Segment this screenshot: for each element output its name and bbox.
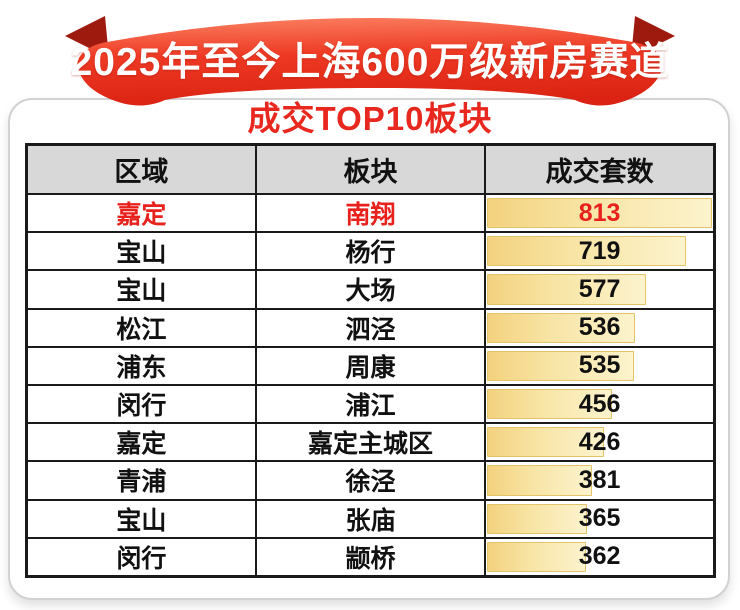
count-value: 381 <box>578 465 621 494</box>
count-value: 719 <box>578 236 621 265</box>
count-cell: 719 <box>484 231 716 272</box>
count-cell: 536 <box>484 307 716 348</box>
count-data-bar <box>487 541 587 572</box>
table-row: 闵行 浦江 456 <box>25 383 716 425</box>
count-cell: 813 <box>484 192 716 234</box>
table-row: 宝山 杨行 719 <box>25 231 716 272</box>
count-data-bar <box>487 465 592 496</box>
count-value: 456 <box>578 389 621 418</box>
region-cell: 松江 <box>25 307 257 348</box>
column-header-plate: 板块 <box>254 143 487 195</box>
region-cell: 闵行 <box>25 536 257 578</box>
region-cell: 青浦 <box>25 460 257 501</box>
table-row: 宝山 大场 577 <box>25 269 716 310</box>
plate-cell: 周康 <box>254 345 487 386</box>
table-row: 嘉定 嘉定主城区 426 <box>25 422 716 463</box>
count-cell: 577 <box>484 269 716 310</box>
count-value: 426 <box>578 427 621 456</box>
data-table: 区域 板块 成交套数 嘉定 南翔 813 宝山 杨行 719 宝山 大场 577 松江 泗泾 536 浦… <box>25 143 716 578</box>
region-cell: 嘉定 <box>25 422 257 463</box>
ribbon-banner: 2025年至今上海600万级新房赛道 <box>55 12 685 116</box>
plate-cell: 大场 <box>254 269 487 310</box>
plate-cell: 浦江 <box>254 383 487 425</box>
count-value: 365 <box>578 504 621 533</box>
table-row: 嘉定 南翔 813 <box>25 192 716 234</box>
count-cell: 535 <box>484 345 716 386</box>
count-data-bar <box>487 350 635 381</box>
count-data-bar <box>487 198 712 229</box>
table-header-row: 区域 板块 成交套数 <box>25 143 716 195</box>
table-row: 青浦 徐泾 381 <box>25 460 716 501</box>
region-cell: 浦东 <box>25 345 257 386</box>
plate-cell: 张庙 <box>254 498 487 539</box>
plate-cell: 泗泾 <box>254 307 487 348</box>
column-header-region: 区域 <box>25 143 257 195</box>
count-data-bar <box>487 274 647 305</box>
count-value: 536 <box>578 313 621 342</box>
count-value: 535 <box>578 351 621 380</box>
count-cell: 365 <box>484 498 716 539</box>
ribbon-body-icon <box>77 18 663 106</box>
count-data-bar <box>487 312 635 343</box>
table-header: 区域 板块 成交套数 <box>25 143 716 195</box>
count-cell: 362 <box>484 536 716 578</box>
count-cell: 426 <box>484 422 716 463</box>
plate-cell: 颛桥 <box>254 536 487 578</box>
column-header-count: 成交套数 <box>484 143 716 195</box>
region-cell: 宝山 <box>25 498 257 539</box>
count-data-bar <box>487 388 613 420</box>
table-row: 宝山 张庙 365 <box>25 498 716 539</box>
table-body: 嘉定 南翔 813 宝山 杨行 719 宝山 大场 577 松江 泗泾 536 浦东 周康 535 闵行 浦江 4… <box>25 192 716 578</box>
table-row: 浦东 周康 535 <box>25 345 716 386</box>
top10-table: 区域 板块 成交套数 嘉定 南翔 813 宝山 杨行 719 宝山 大场 577 松江 泗泾 536 浦… <box>25 143 716 578</box>
count-value: 813 <box>578 198 621 227</box>
count-cell: 381 <box>484 460 716 501</box>
count-data-bar <box>487 503 587 534</box>
page-subtitle: 成交TOP10板块 <box>247 100 493 137</box>
region-cell: 闵行 <box>25 383 257 425</box>
page-title: 2025年至今上海600万级新房赛道 <box>70 41 670 84</box>
region-cell: 嘉定 <box>25 192 257 234</box>
table-row: 闵行 颛桥 362 <box>25 536 716 578</box>
region-cell: 宝山 <box>25 231 257 272</box>
plate-cell: 杨行 <box>254 231 487 272</box>
count-cell: 456 <box>484 383 716 425</box>
count-data-bar <box>487 236 686 267</box>
region-cell: 宝山 <box>25 269 257 310</box>
count-value: 577 <box>578 274 621 303</box>
count-data-bar <box>487 427 605 458</box>
plate-cell: 徐泾 <box>254 460 487 501</box>
count-value: 362 <box>578 542 621 571</box>
plate-cell: 嘉定主城区 <box>254 422 487 463</box>
ribbon-banner-icon <box>65 16 675 106</box>
table-row: 松江 泗泾 536 <box>25 307 716 348</box>
plate-cell: 南翔 <box>254 192 487 234</box>
